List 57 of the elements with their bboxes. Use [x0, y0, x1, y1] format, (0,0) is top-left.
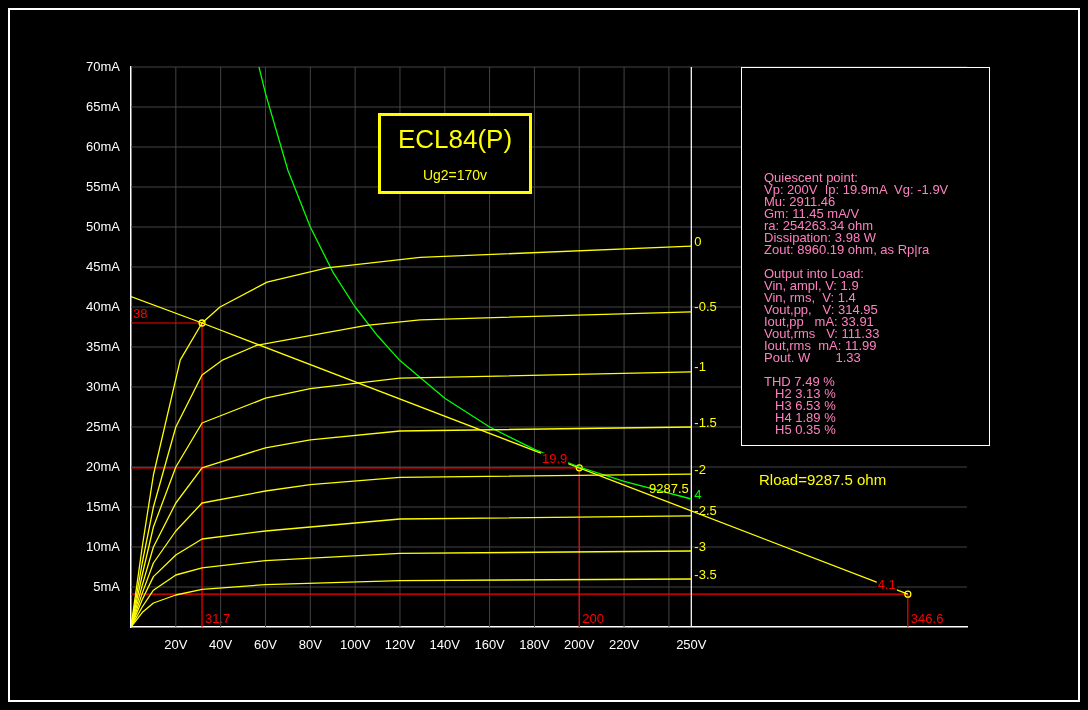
y-tick-label: 40mA: [86, 298, 121, 314]
annotation: H5 0.35 %: [774, 422, 837, 437]
title-box: ECL84(P) Ug2=170v: [378, 113, 532, 194]
x-tick-label: 180V: [519, 637, 550, 653]
y-tick-label: 65mA: [86, 98, 121, 114]
annotation: THD 7.49 %: [764, 374, 836, 389]
x-tick-label: 60V: [253, 637, 278, 653]
annotation: Vin, ampl, V: 1.9: [764, 278, 860, 293]
annotation: Rload=9287.5 ohm: [759, 471, 887, 488]
y-tick-label: 25mA: [86, 418, 121, 434]
annotation: Quiescent point:: [764, 170, 859, 185]
series-label: -3.5: [694, 566, 717, 582]
y-tick-label: 55mA: [86, 178, 121, 194]
x-tick-label: 250V: [676, 637, 707, 653]
y-tick-label: 10mA: [86, 538, 121, 554]
x-tick-label: 200V: [564, 637, 595, 653]
x-tick-label: 40V: [209, 637, 233, 653]
series-label: -2.5: [694, 503, 717, 519]
x-tick-label: 140V: [429, 637, 461, 653]
y-tick-label: 35mA: [86, 338, 121, 354]
annotation: Pout. W 1.33: [764, 350, 862, 365]
y-tick-label: 45mA: [86, 258, 121, 274]
series-label: -2: [694, 461, 706, 477]
ref-line-label: 38: [133, 306, 148, 322]
annotation: 9287.5: [649, 480, 689, 496]
x-tick-label: 100V: [339, 637, 371, 653]
x-tick-label: 220V: [608, 637, 640, 653]
annotation: H3 6.53 %: [774, 398, 837, 413]
y-tick-label: 30mA: [86, 378, 121, 394]
series-label: 0: [694, 233, 702, 249]
x-tick-label: 120V: [384, 637, 416, 653]
x-tick-label: 20V: [164, 637, 188, 653]
annotation: H4 1.89 %: [774, 410, 837, 425]
annotation: ra: 254263.34 ohm: [764, 218, 875, 233]
annotation: H2 3.13 %: [774, 386, 837, 401]
ref-line-label: 346.6: [910, 611, 944, 627]
ref-line-label: 4.1: [877, 577, 896, 593]
y-tick-label: 5mA: [93, 578, 121, 594]
x-tick-label: 80V: [298, 637, 323, 653]
series-label: -0.5: [694, 299, 717, 315]
annotation: Vout,pp, V: 314.95: [764, 302, 879, 317]
series-label: -3: [694, 538, 706, 554]
y-tick-label: 15mA: [86, 498, 121, 514]
annotation: Dissipation: 3.98 W: [764, 230, 877, 245]
ref-line-label: 19.9: [541, 450, 568, 466]
y-tick-label: 20mA: [86, 458, 121, 474]
ref-line-label: 200: [582, 611, 604, 627]
series-label: -1: [694, 359, 706, 375]
series-label: -1.5: [694, 414, 717, 430]
ref-line-label: 31.7: [205, 611, 231, 627]
y-tick-label: 50mA: [86, 218, 121, 234]
x-tick-label: 160V: [474, 637, 506, 653]
annotation: Output into Load:: [764, 266, 865, 281]
y-tick-label: 60mA: [86, 138, 121, 154]
series-label: 4: [694, 486, 702, 502]
annotation: Gm: 11.45 mA/V: [764, 206, 861, 221]
y-tick-label: 70mA: [86, 58, 121, 74]
